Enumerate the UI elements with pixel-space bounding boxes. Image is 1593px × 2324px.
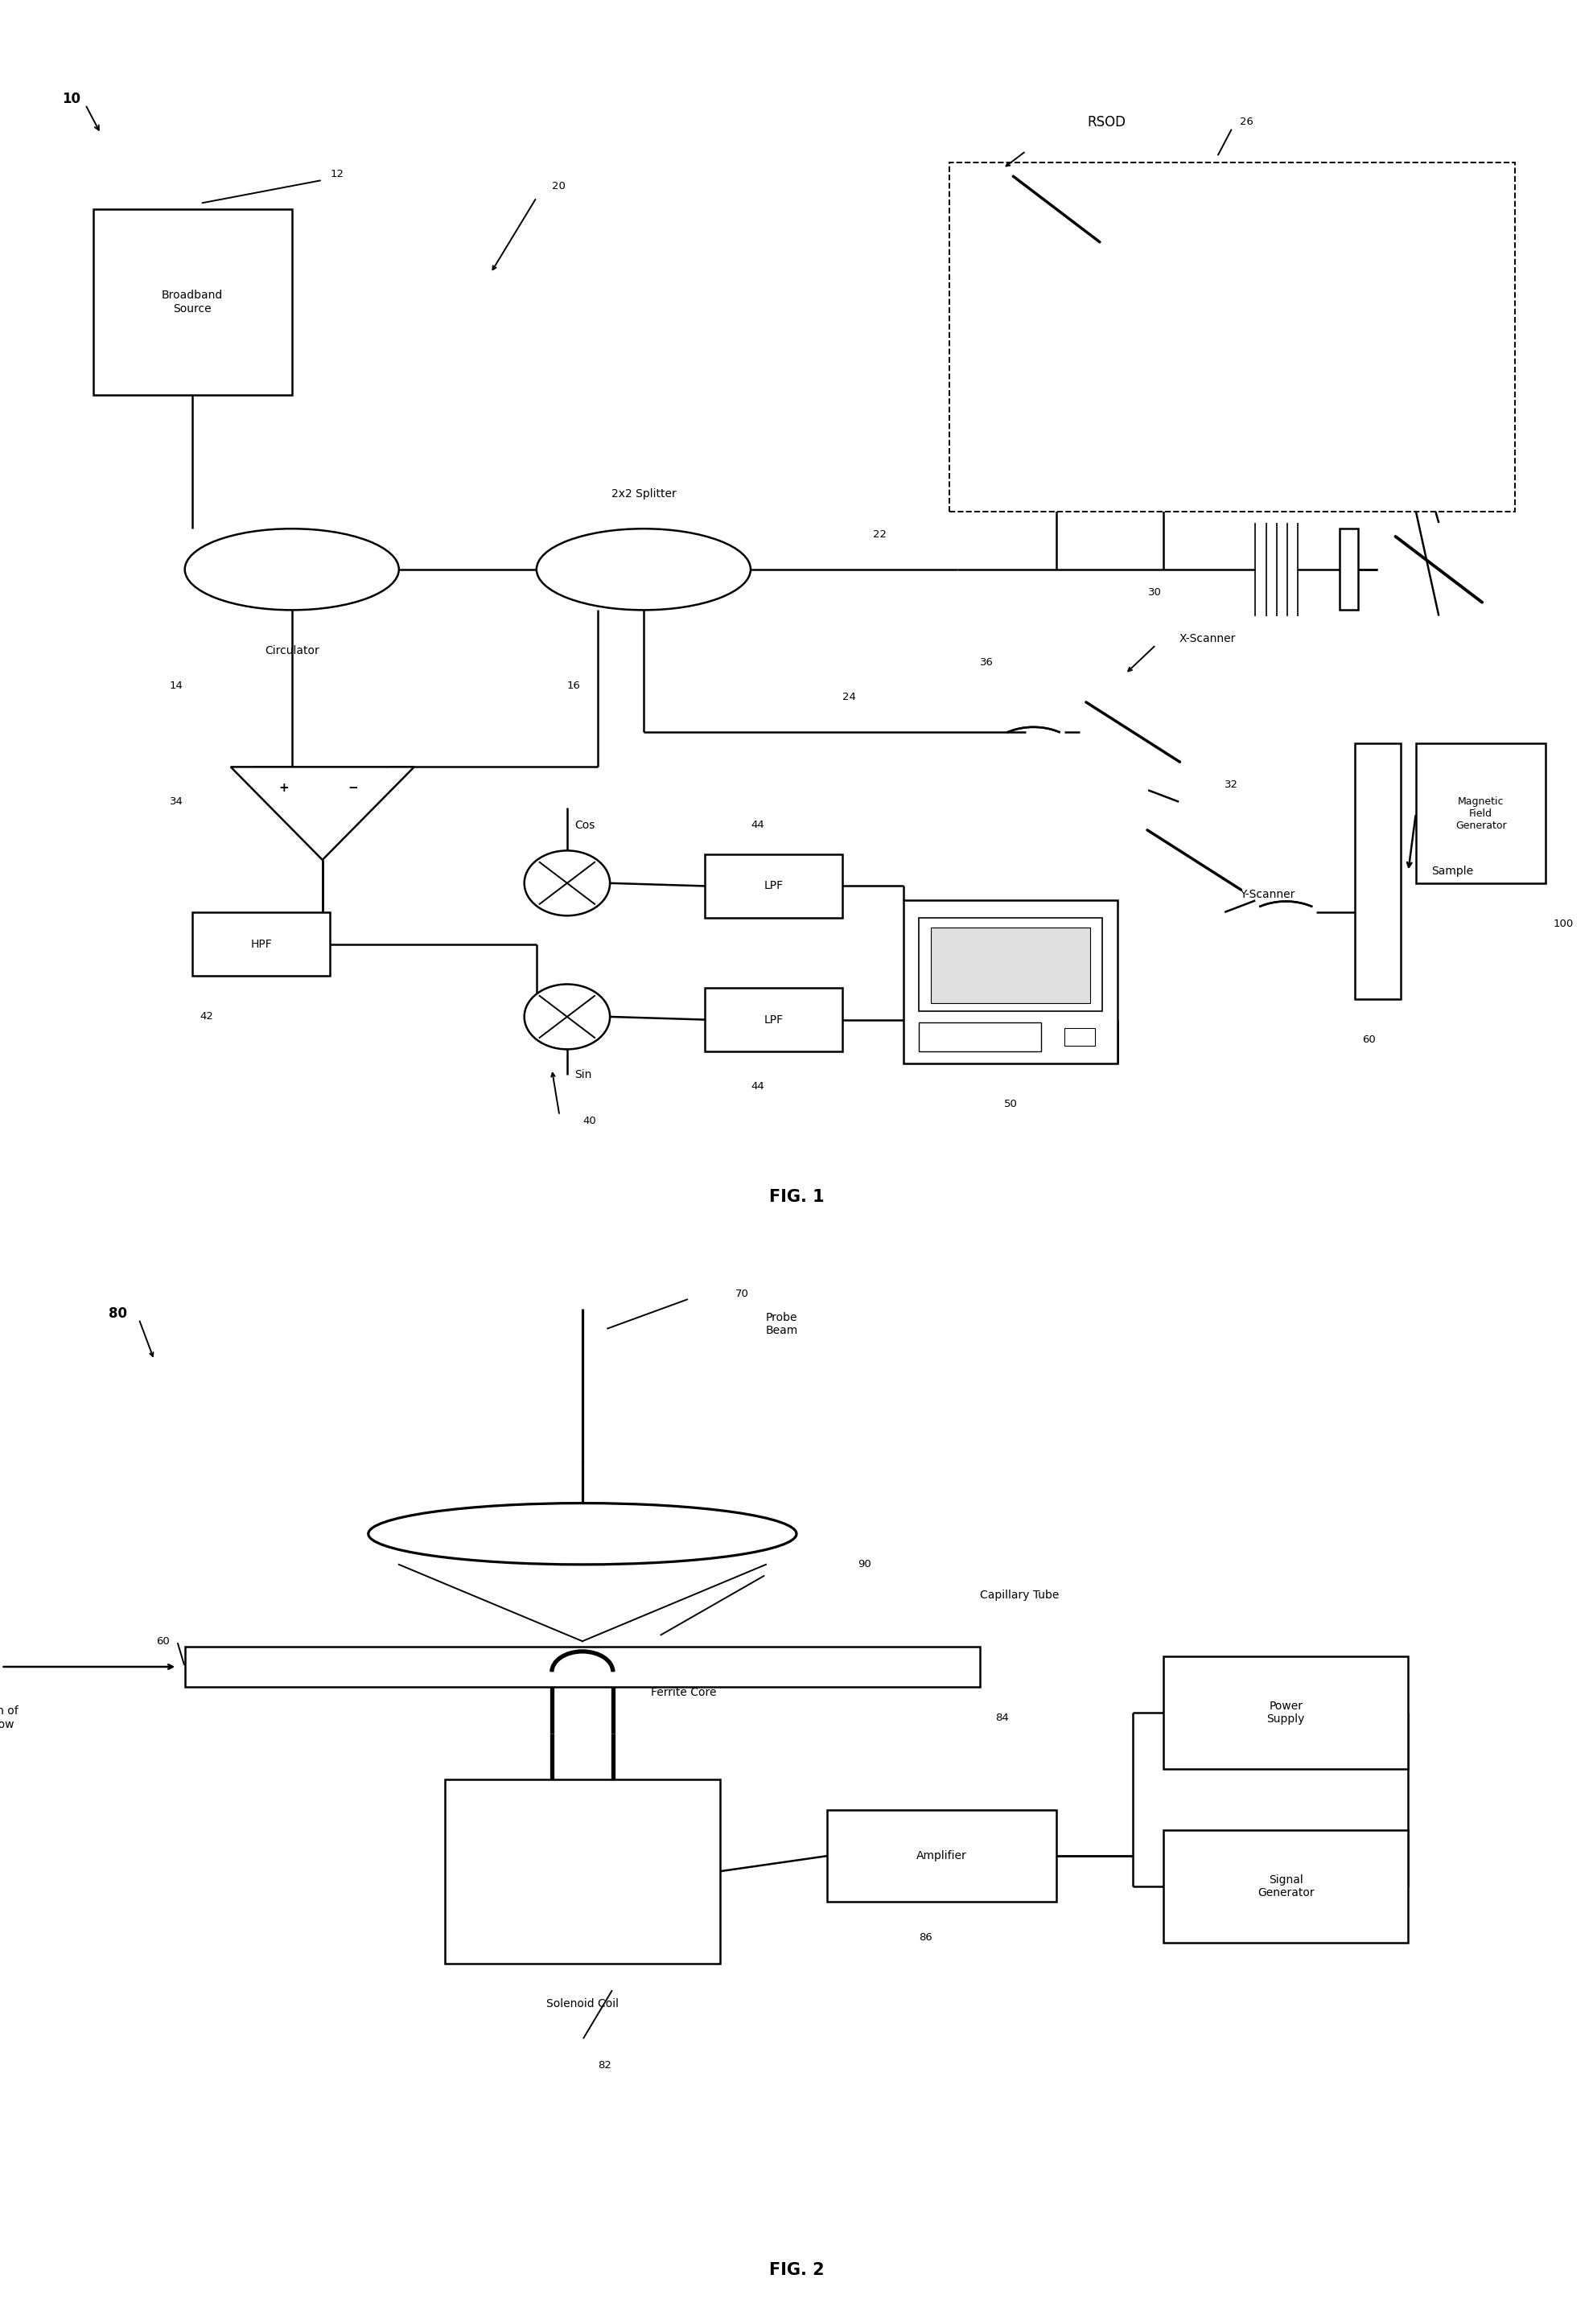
Bar (1064, 1027, 1094, 1046)
Text: 30: 30 (1072, 948, 1085, 957)
Text: FIG. 1: FIG. 1 (769, 1190, 824, 1204)
Bar (919, 1023, 1042, 1050)
Text: 82: 82 (597, 2061, 612, 2071)
Text: 22: 22 (873, 530, 887, 539)
Bar (949, 163, 1515, 511)
Bar (704, 855, 843, 918)
Text: HPF: HPF (250, 939, 272, 951)
Text: 14: 14 (169, 681, 183, 690)
Ellipse shape (537, 530, 750, 609)
Text: 2x2 Splitter: 2x2 Splitter (612, 488, 675, 500)
Text: 16: 16 (567, 681, 581, 690)
Text: 10: 10 (62, 91, 81, 107)
Circle shape (524, 851, 610, 916)
Text: 60: 60 (1362, 1034, 1376, 1046)
Text: 84: 84 (996, 1713, 1008, 1722)
Text: 40: 40 (583, 1116, 596, 1127)
Text: 34: 34 (169, 797, 183, 806)
Text: 24: 24 (843, 693, 855, 702)
Text: 100: 100 (1553, 918, 1574, 930)
Text: LPF: LPF (765, 881, 784, 892)
Text: Solenoid Coil: Solenoid Coil (546, 1999, 618, 2010)
Text: 80: 80 (108, 1306, 127, 1322)
Text: 44: 44 (750, 1081, 765, 1092)
Text: Power
Supply: Power Supply (1266, 1701, 1305, 1724)
Text: Cos: Cos (575, 820, 596, 830)
Text: Probe
Beam: Probe Beam (766, 1313, 798, 1336)
Text: FIG. 2: FIG. 2 (769, 2261, 824, 2278)
Text: Direction of
Fluid Flow: Direction of Fluid Flow (0, 1706, 19, 1729)
Bar (1416, 744, 1545, 883)
Bar (193, 911, 330, 976)
Text: Signal
Generator: Signal Generator (1257, 1875, 1314, 1899)
Text: LPF: LPF (765, 1013, 784, 1025)
Bar (827, 1810, 1056, 1901)
Text: Sample: Sample (1431, 867, 1474, 876)
Text: 36: 36 (980, 658, 994, 667)
Text: 50: 50 (1004, 1099, 1018, 1109)
Text: Sin: Sin (575, 1069, 593, 1081)
Bar (919, 918, 1102, 1011)
Text: 60: 60 (156, 1636, 169, 1645)
Text: Magnetic
Field
Generator: Magnetic Field Generator (1456, 797, 1507, 830)
Text: Amplifier: Amplifier (916, 1850, 967, 1862)
Bar (704, 988, 843, 1050)
Bar (444, 1780, 720, 1964)
Text: 26: 26 (1239, 116, 1254, 128)
Text: Circulator: Circulator (264, 646, 319, 655)
Text: 86: 86 (919, 1934, 932, 1943)
Text: 90: 90 (857, 1559, 871, 1569)
Bar (185, 1645, 980, 1687)
Text: 42: 42 (201, 1011, 213, 1023)
Bar (903, 899, 1118, 1062)
Text: Ferrite Core: Ferrite Core (652, 1687, 717, 1699)
Text: 20: 20 (551, 181, 566, 191)
Bar (1163, 1831, 1408, 1943)
Text: 70: 70 (736, 1287, 749, 1299)
Text: −: − (347, 781, 358, 795)
Ellipse shape (185, 530, 398, 609)
Text: 32: 32 (1225, 779, 1238, 790)
Text: Capillary Tube: Capillary Tube (980, 1590, 1059, 1601)
Text: RSOD: RSOD (1086, 114, 1126, 130)
Polygon shape (231, 767, 414, 860)
Bar (1340, 530, 1357, 609)
Bar (1354, 744, 1400, 999)
Text: +: + (279, 781, 290, 795)
Text: Broadband
Source: Broadband Source (162, 290, 223, 314)
Text: 30: 30 (1149, 588, 1161, 597)
Text: X-Scanner: X-Scanner (1179, 634, 1236, 644)
Text: 12: 12 (330, 170, 344, 179)
Bar (1163, 1657, 1408, 1769)
Text: Y-Scanner: Y-Scanner (1239, 890, 1295, 899)
Bar (92, 209, 292, 395)
Bar (930, 927, 1090, 1004)
Circle shape (524, 985, 610, 1048)
Text: 44: 44 (750, 820, 765, 830)
Ellipse shape (368, 1504, 796, 1564)
